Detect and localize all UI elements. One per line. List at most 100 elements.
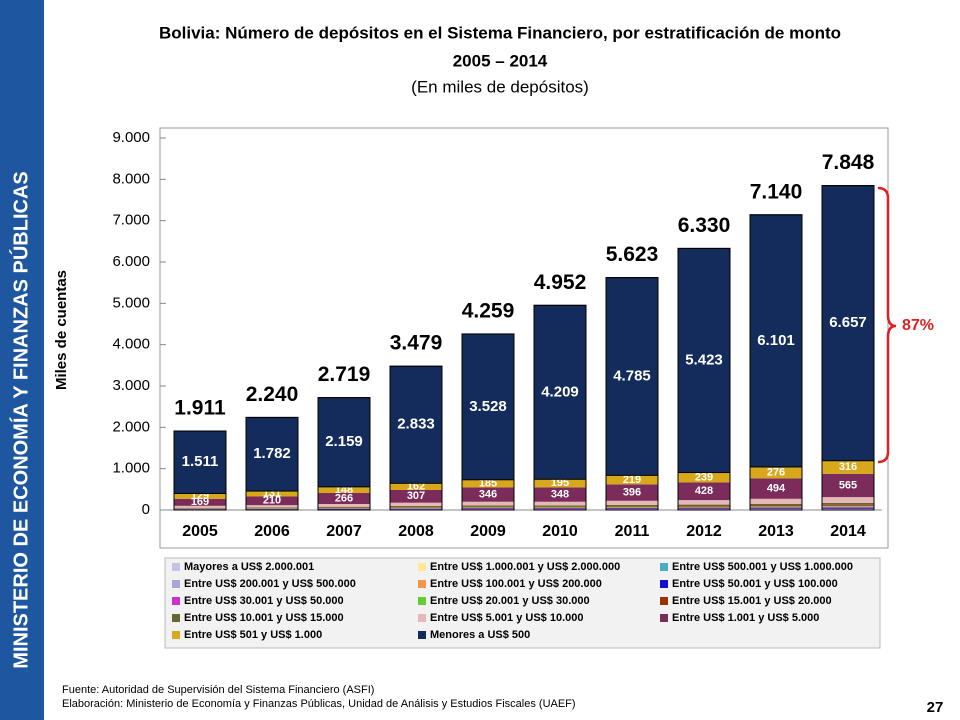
bar-segment [606,504,658,507]
bar-segment [678,504,730,507]
data-label: 346 [479,488,497,500]
bar-segment [750,498,802,504]
legend-swatch [418,563,426,571]
data-label: 2.159 [325,433,363,450]
legend-swatch [660,563,668,571]
bar-segment [677,247,731,474]
bar-segment [605,277,659,476]
data-label: 219 [623,474,641,486]
bar-segment [534,507,586,509]
bar-segment [534,479,586,488]
legend-label: Entre US$ 200.001 y US$ 500.000 [184,578,356,590]
bar-segment [678,506,730,508]
bar-segment [462,505,514,507]
data-label: 494 [767,482,786,494]
data-label: 348 [551,488,569,500]
data-label: 210 [263,495,281,507]
bar-segment [749,214,803,468]
chart-title-years: 2005 – 2014 [453,51,548,70]
data-label: 4.785 [613,367,651,384]
bar-segment [750,503,802,506]
bar-segment [606,500,658,505]
bar-segment [534,506,586,508]
bar-outline [533,304,587,511]
data-label: 5.423 [685,351,723,368]
bar-segment [606,484,658,501]
bar-segment [822,506,874,508]
chart-subtitle: (En miles de depósitos) [411,77,589,96]
y-tick-label: 0 [142,501,150,518]
bar-segment [822,505,874,507]
bar-segment [246,491,298,497]
bar-segment [534,501,586,506]
legend-swatch [418,597,426,605]
total-label: 7.848 [822,151,875,174]
footer-source: Fuente: Autoridad de Supervisión del Sis… [62,684,374,696]
bar-segment [390,483,442,490]
total-label: 4.259 [462,300,515,323]
total-label: 6.330 [678,214,731,237]
data-label: 239 [695,471,713,483]
bar-outline [245,416,299,511]
legend-swatch [418,614,426,622]
bar-outline [605,277,659,511]
legend-label: Entre US$ 5.001 y US$ 10.000 [430,612,583,624]
bar-segment [534,507,586,508]
bar-segment [678,508,730,510]
annotation: 87% [902,317,934,334]
total-label: 5.623 [606,243,659,266]
y-tick-label: 3.000 [112,377,150,394]
data-label: 6.101 [757,332,795,349]
bar-segment [318,506,370,508]
bar-segment [822,497,874,503]
total-label: 7.140 [750,180,803,203]
x-tick-label: 2011 [615,523,650,540]
bar-segment [318,486,370,494]
y-tick-label: 5.000 [112,294,150,311]
bar-segment [462,506,514,508]
x-tick-label: 2014 [830,523,866,540]
legend-label: Entre US$ 20.001 y US$ 30.000 [430,595,590,607]
x-tick-label: 2009 [470,523,506,540]
legend-swatch [660,614,668,622]
bar-outline [173,430,227,511]
legend-label: Entre US$ 50.001 y US$ 100.000 [672,578,838,590]
bar-segment [750,478,802,499]
bar-segment [318,493,370,505]
data-label: 4.209 [541,383,579,400]
bar-segment [390,505,442,508]
bar-outline [749,214,803,511]
bar-segment [462,501,514,506]
bar-segment [822,507,874,509]
bar-segment [821,185,875,462]
legend-label: Entre US$ 15.001 y US$ 20.000 [672,595,832,607]
legend-label: Entre US$ 1.000.001 y US$ 2.000.000 [430,561,620,573]
bar-outline [461,333,515,511]
bar-segment [750,466,802,479]
bar-outline [677,247,731,511]
bar-segment [462,507,514,508]
y-tick-label: 6.000 [112,253,150,270]
data-label: 316 [839,461,857,473]
total-label: 2.240 [246,383,299,406]
data-label: 428 [695,485,713,497]
legend-label: Entre US$ 100.001 y US$ 200.000 [430,578,602,590]
y-tick-label: 9.000 [112,129,150,146]
data-label: 266 [335,492,353,504]
x-tick-label: 2005 [182,523,218,540]
bar-segment [678,506,730,507]
chart-title: Bolivia: Número de depósitos en el Siste… [159,23,841,42]
legend-swatch [172,614,180,622]
bar-segment [534,508,586,510]
y-tick-label: 8.000 [112,170,150,187]
bar-outline [821,185,875,511]
data-label: 307 [407,490,425,502]
bar-segment [389,365,443,484]
data-label: 195 [551,477,569,489]
data-label: 1.511 [182,453,219,470]
bar-segment [678,482,730,501]
data-label: 1.782 [253,445,291,462]
footer-elaboration: Elaboración: Ministerio de Economía y Fi… [62,698,576,710]
bar-segment [750,508,802,509]
